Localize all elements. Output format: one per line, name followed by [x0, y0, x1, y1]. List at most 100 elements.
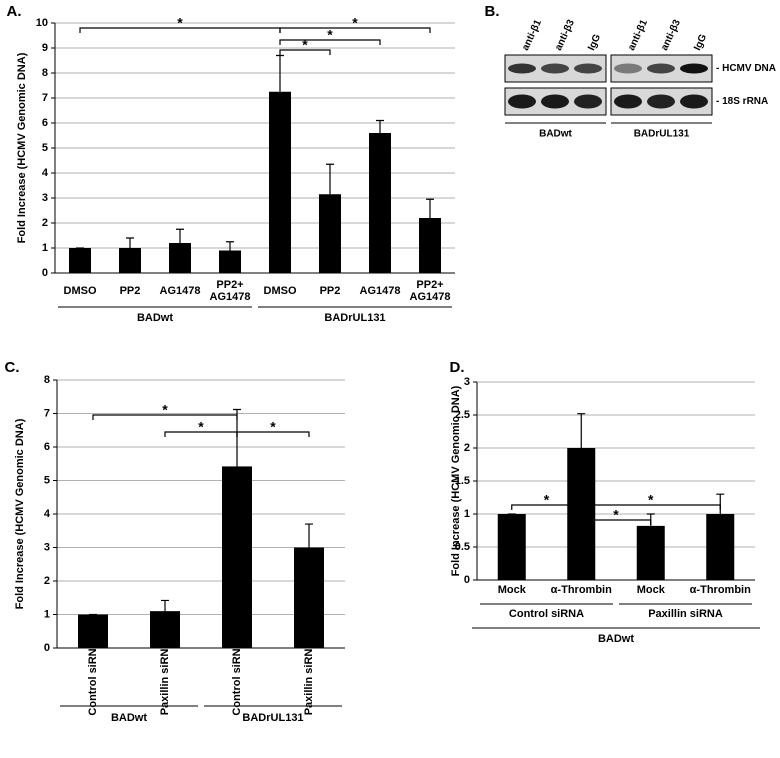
y-tick-label: 0 [42, 267, 48, 279]
lane-label: anti-β1 [626, 18, 650, 53]
y-tick-label: 0.5 [455, 541, 470, 553]
group-label: Paxillin siRNA [648, 608, 723, 620]
y-tick-label: 2.5 [455, 409, 470, 421]
error-bar [276, 54, 284, 92]
band-label: - HCMV DNA [716, 63, 776, 74]
bar [497, 514, 526, 580]
significance-label: * [177, 15, 183, 31]
y-tick-label: 0 [44, 642, 50, 654]
y-tick-label: 1 [44, 608, 50, 620]
significance-bracket [279, 49, 331, 55]
x-tick-label: PP2+ AG1478 [210, 279, 251, 303]
y-tick-label: 1.5 [455, 475, 470, 487]
bar [319, 194, 341, 273]
x-tick-label: Control siRNA [87, 640, 99, 715]
bar [169, 243, 191, 273]
blot-band [508, 94, 536, 109]
significance-label: * [613, 507, 619, 523]
x-tick-label: α-Thrombin [551, 584, 612, 596]
y-tick-label: 1 [464, 508, 470, 520]
bar [150, 611, 180, 648]
significance-bracket [279, 27, 431, 33]
y-tick-label: 4 [42, 167, 49, 179]
y-tick-label: 9 [42, 42, 48, 54]
blot-band [614, 94, 642, 109]
error-bar [305, 523, 313, 548]
group-label: BADwt [111, 712, 147, 724]
significance-bracket [580, 519, 652, 525]
significance-label: * [198, 419, 204, 435]
y-tick-label: 8 [42, 67, 48, 79]
lane-label: anti-β3 [659, 18, 683, 53]
blot-band [574, 63, 602, 74]
blot-band [541, 94, 569, 109]
x-tick-label: DMSO [264, 285, 297, 297]
y-tick-label: 1 [42, 242, 48, 254]
bar [78, 614, 108, 648]
group-label: BADrUL131 [324, 312, 385, 324]
group-label: BADrUL131 [242, 712, 303, 724]
y-tick-label: 3 [44, 541, 50, 553]
significance-label: * [327, 27, 333, 43]
x-tick-label: Mock [498, 584, 527, 596]
error-bar [577, 413, 586, 448]
x-tick-label: PP2 [320, 285, 341, 297]
bar [69, 248, 91, 273]
blot-band [647, 63, 675, 74]
bar [269, 91, 291, 273]
x-tick-label: Mock [637, 584, 666, 596]
bar [706, 514, 735, 580]
bar [369, 133, 391, 273]
error-bar [716, 493, 725, 514]
blot-band [508, 63, 536, 74]
y-tick-label: 7 [44, 407, 50, 419]
x-tick-label: DMSO [64, 285, 97, 297]
significance-label: * [352, 15, 358, 31]
y-tick-label: 2 [42, 217, 48, 229]
bar [294, 547, 324, 648]
bar [219, 250, 241, 273]
y-tick-label: 3 [464, 376, 470, 388]
y-tick-label: 2 [464, 442, 470, 454]
bar [419, 218, 441, 273]
y-axis-label: Fold Increase (HCMV Genomic DNA) [16, 52, 28, 243]
significance-label: * [270, 419, 276, 435]
x-tick-label: Paxillin siRNA [303, 641, 315, 716]
y-tick-label: 8 [44, 374, 50, 386]
y-tick-label: 10 [36, 17, 48, 29]
significance-bracket [279, 39, 381, 45]
x-tick-label: AG1478 [360, 285, 401, 297]
error-bar [226, 241, 234, 251]
bar [567, 448, 596, 580]
group-label: BADwt [137, 312, 173, 324]
error-bar [176, 228, 184, 243]
blot-band [574, 94, 602, 109]
lane-label: IgG [586, 32, 603, 52]
panel-label: D. [450, 359, 465, 376]
y-tick-label: 0 [464, 574, 470, 586]
blot-band [680, 94, 708, 109]
significance-bracket [580, 504, 721, 510]
y-tick-label: 4 [44, 508, 51, 520]
x-tick-label: AG1478 [160, 285, 201, 297]
lane-label: anti-β1 [520, 18, 544, 53]
blot-band [614, 63, 642, 74]
y-tick-label: 3 [42, 192, 48, 204]
error-bar [161, 599, 169, 612]
panel-label: A. [7, 3, 22, 20]
blot-band [647, 94, 675, 109]
group-label: BADrUL131 [634, 129, 690, 140]
significance-bracket [236, 431, 310, 437]
x-tick-label: Control siRNA [231, 640, 243, 715]
blot-band [541, 63, 569, 74]
group-label: BADwt [539, 129, 572, 140]
y-tick-label: 6 [42, 117, 48, 129]
x-tick-label: Paxillin siRNA [159, 641, 171, 716]
error-bar [376, 119, 384, 133]
error-bar [326, 163, 334, 195]
x-tick-label: PP2 [120, 285, 141, 297]
group-label: Control siRNA [509, 608, 584, 620]
significance-label: * [544, 492, 550, 508]
x-tick-label: α-Thrombin [690, 584, 751, 596]
